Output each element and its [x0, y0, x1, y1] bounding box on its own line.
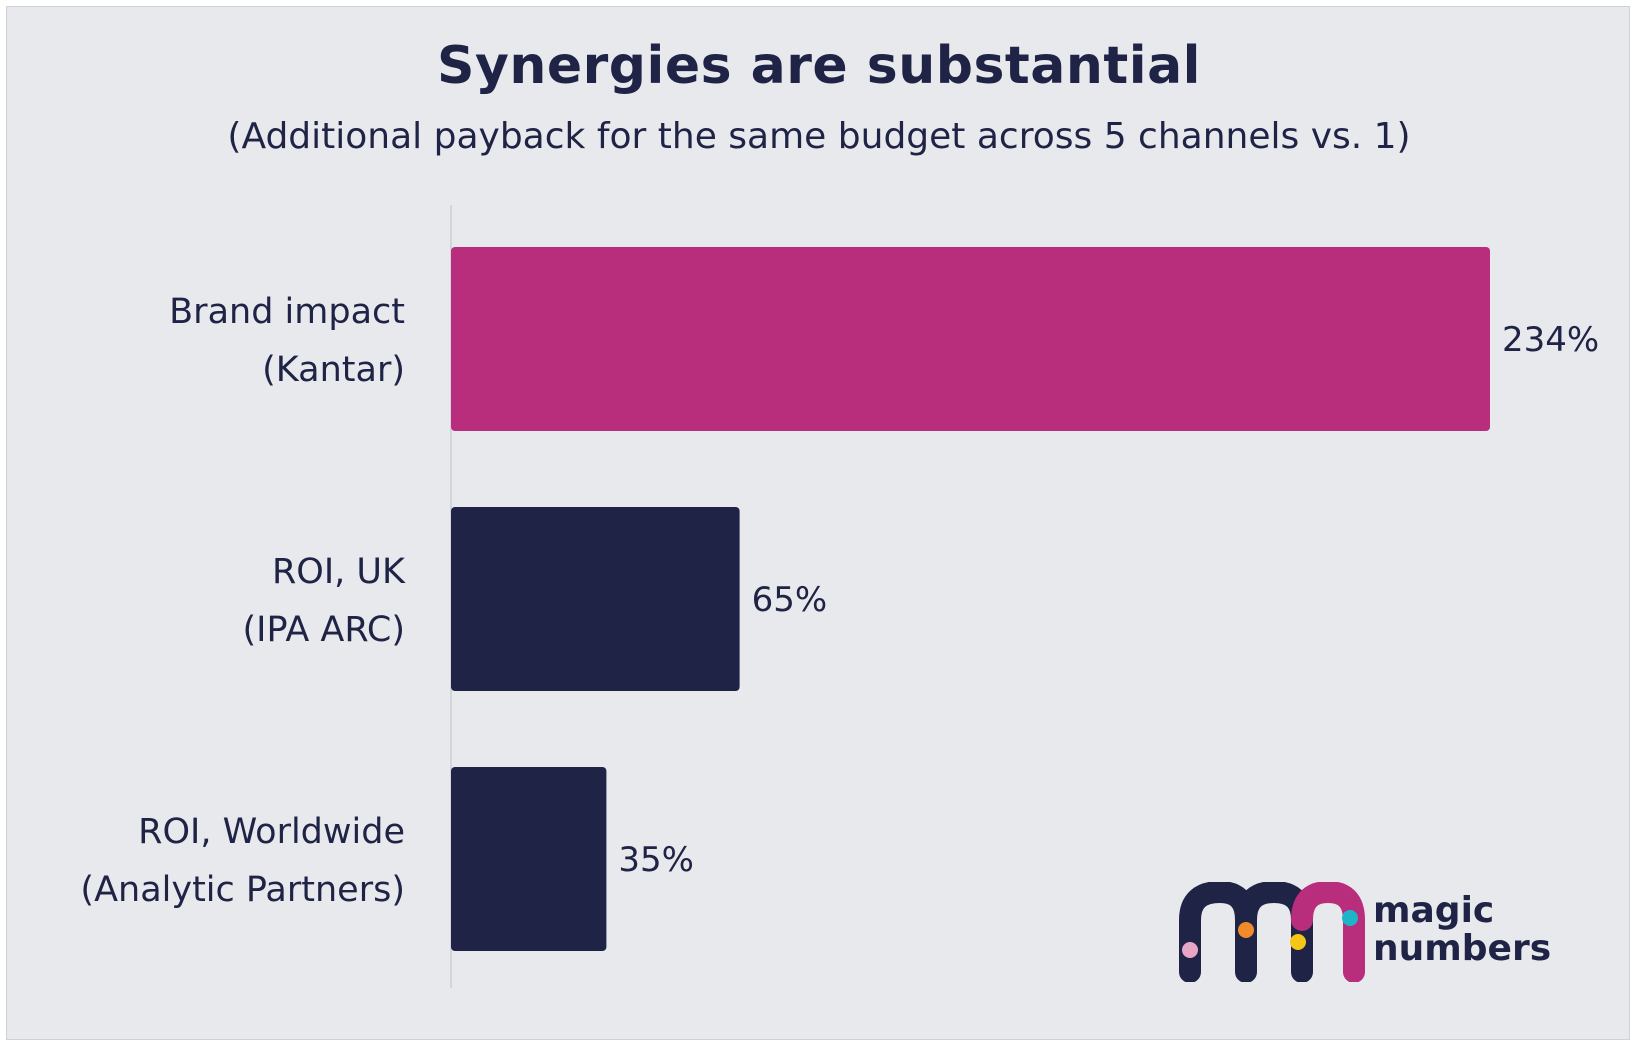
category-label-1-line-1: Brand impact [169, 292, 405, 332]
bar-2 [451, 507, 740, 691]
logo-mark-icon [1179, 880, 1365, 983]
value-label-2: 65% [752, 580, 828, 620]
category-label-3-line-2: (Analytic Partners) [80, 870, 405, 910]
logo-text: magic numbers [1373, 892, 1551, 968]
value-label-3: 35% [618, 840, 694, 880]
logo-line-magic: magic [1373, 890, 1495, 931]
bars-group: 234% Brand impact (Kantar) 65% ROI, UK (IPA A… [80, 247, 1599, 951]
chart-subtitle: (Additional payback for the same budget … [227, 116, 1411, 157]
logo-line-numbers: numbers [1373, 928, 1552, 969]
category-label-1-line-2: (Kantar) [262, 350, 405, 390]
chart-title: Synergies are substantial [437, 36, 1201, 96]
category-label-3-line-1: ROI, Worldwide [138, 812, 405, 852]
bar-1 [451, 247, 1490, 431]
value-label-1: 234% [1502, 320, 1599, 360]
category-label-2-line-2: (IPA ARC) [242, 610, 405, 650]
bar-3 [451, 767, 607, 951]
magic-numbers-logo: magic numbers [1178, 880, 1588, 983]
chart-panel [6, 6, 1630, 1040]
category-label-2-line-1: ROI, UK [272, 552, 406, 592]
